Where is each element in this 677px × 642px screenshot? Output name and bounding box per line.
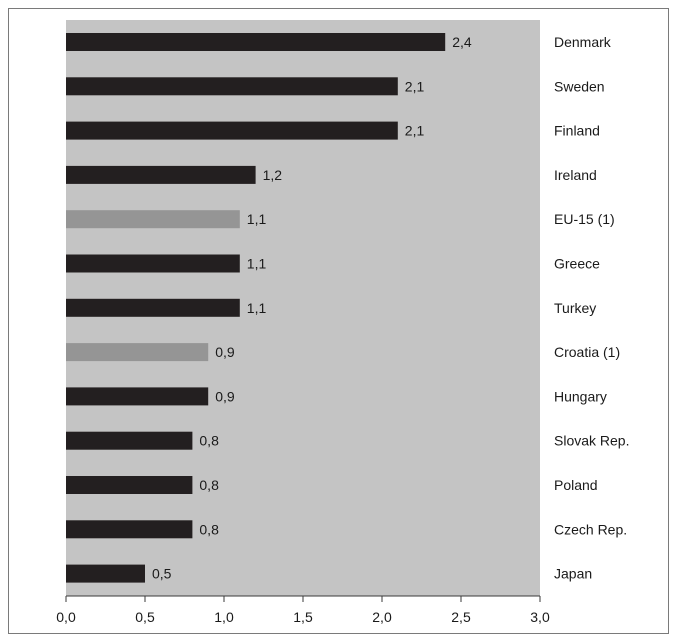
x-tick-label: 2,5 xyxy=(451,609,471,625)
bar xyxy=(66,564,145,583)
category-label: Japan xyxy=(554,566,592,582)
category-label: Sweden xyxy=(554,78,605,94)
bar xyxy=(66,77,398,96)
x-tick-label: 1,0 xyxy=(214,609,234,625)
x-tick-label: 1,5 xyxy=(293,609,313,625)
bar-value-label: 1,1 xyxy=(247,211,267,227)
bar-value-label: 0,9 xyxy=(215,388,235,404)
bar xyxy=(66,431,193,450)
bar-value-label: 2,1 xyxy=(405,78,425,94)
bar-value-label: 0,9 xyxy=(215,344,235,360)
x-tick-label: 2,0 xyxy=(372,609,392,625)
bar xyxy=(66,298,240,317)
bar xyxy=(66,210,240,229)
bar-value-label: 0,5 xyxy=(152,566,172,582)
x-tick-label: 3,0 xyxy=(530,609,550,625)
category-label: Croatia (1) xyxy=(554,344,620,360)
bar-value-label: 0,8 xyxy=(199,521,219,537)
bars-layer: 2,4 Denmark 2,1 Sweden 2,1 Finland 1,2 Ireland 1… xyxy=(66,33,629,583)
bar-value-label: 1,1 xyxy=(247,256,267,272)
category-label: Hungary xyxy=(554,388,607,404)
x-tick-label: 0,5 xyxy=(135,609,155,625)
bar-value-label: 0,8 xyxy=(199,433,219,449)
category-label: Finland xyxy=(554,123,600,139)
category-label: Czech Rep. xyxy=(554,521,627,537)
category-label: Poland xyxy=(554,477,598,493)
bar xyxy=(66,121,398,140)
bar-value-label: 2,1 xyxy=(405,123,425,139)
bar xyxy=(66,33,446,51)
category-label: Ireland xyxy=(554,167,597,183)
x-tick-label: 0,0 xyxy=(56,609,76,625)
category-label: Greece xyxy=(554,256,600,272)
bar-value-label: 2,4 xyxy=(452,34,472,50)
bar-value-label: 1,2 xyxy=(263,167,283,183)
category-label: Slovak Rep. xyxy=(554,433,629,449)
bar xyxy=(66,476,193,494)
bar xyxy=(66,387,209,406)
category-label: Denmark xyxy=(554,34,612,50)
x-axis: 0,0 0,5 1,0 1,5 2,0 2,5 3,0 xyxy=(56,595,550,625)
bar-value-label: 0,8 xyxy=(199,477,219,493)
bar xyxy=(66,520,193,539)
bar-value-label: 1,1 xyxy=(247,300,267,316)
bar xyxy=(66,343,209,362)
category-label: EU-15 (1) xyxy=(554,211,615,227)
category-label: Turkey xyxy=(554,300,596,316)
bar xyxy=(66,254,240,273)
bar xyxy=(66,165,256,184)
